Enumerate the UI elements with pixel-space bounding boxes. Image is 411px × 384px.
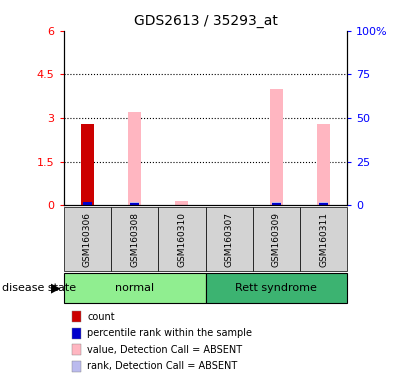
Bar bbox=[272, 202, 281, 205]
Text: value, Detection Call = ABSENT: value, Detection Call = ABSENT bbox=[87, 345, 242, 355]
Text: GSM160311: GSM160311 bbox=[319, 212, 328, 266]
Bar bbox=[81, 124, 94, 205]
Text: GSM160310: GSM160310 bbox=[178, 212, 186, 266]
Bar bbox=[175, 201, 189, 205]
Text: ▶: ▶ bbox=[51, 281, 60, 295]
Text: Rett syndrome: Rett syndrome bbox=[236, 283, 317, 293]
Bar bbox=[317, 124, 330, 205]
Text: disease state: disease state bbox=[2, 283, 76, 293]
Text: count: count bbox=[87, 312, 115, 322]
Text: normal: normal bbox=[115, 283, 154, 293]
Text: GSM160307: GSM160307 bbox=[225, 212, 233, 266]
Title: GDS2613 / 35293_at: GDS2613 / 35293_at bbox=[134, 14, 277, 28]
Bar bbox=[130, 203, 139, 205]
Bar bbox=[128, 112, 141, 205]
Bar bbox=[319, 202, 328, 205]
Bar bbox=[272, 202, 281, 205]
Text: GSM160309: GSM160309 bbox=[272, 212, 281, 266]
Text: percentile rank within the sample: percentile rank within the sample bbox=[87, 328, 252, 338]
Text: GSM160308: GSM160308 bbox=[130, 212, 139, 266]
Bar bbox=[83, 202, 92, 205]
Bar bbox=[270, 89, 283, 205]
Bar bbox=[130, 202, 139, 205]
Bar bbox=[319, 202, 328, 205]
Text: GSM160306: GSM160306 bbox=[83, 212, 92, 266]
Text: rank, Detection Call = ABSENT: rank, Detection Call = ABSENT bbox=[87, 361, 238, 371]
